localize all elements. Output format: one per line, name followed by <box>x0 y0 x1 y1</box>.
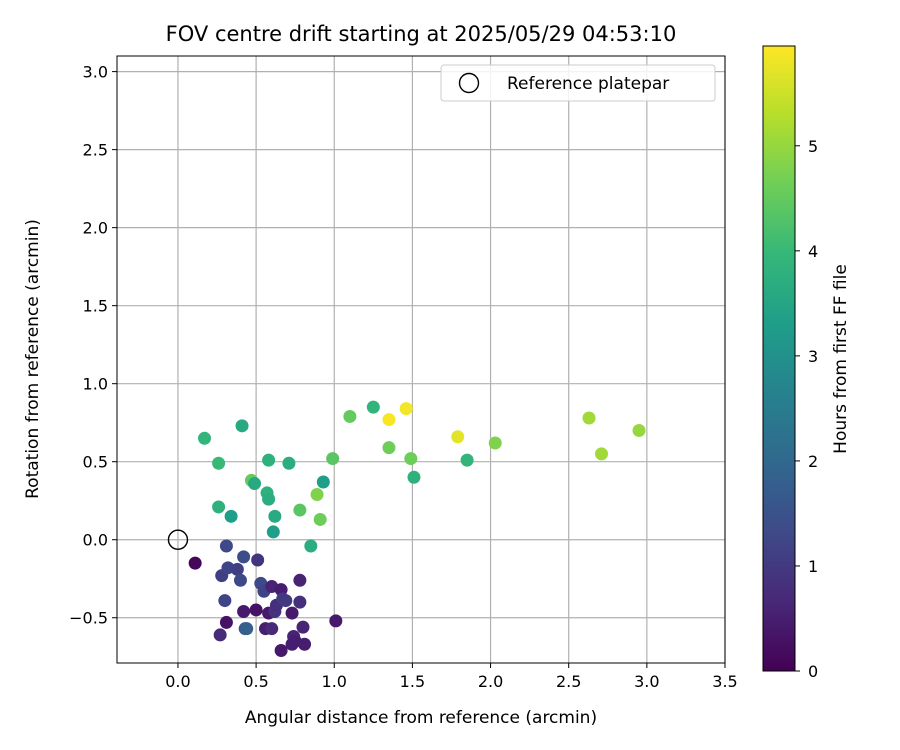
colorbar-gradient <box>762 45 796 672</box>
colorbar-tick-label: 1 <box>808 557 818 576</box>
data-point <box>237 550 251 564</box>
x-tick-label: 0.0 <box>165 672 190 691</box>
data-point <box>279 594 293 608</box>
data-point <box>293 573 307 587</box>
data-point <box>399 402 413 416</box>
data-point <box>382 441 396 455</box>
data-point <box>293 595 307 609</box>
grid-lines <box>117 56 726 663</box>
data-point <box>293 503 307 517</box>
colorbar: 0 1 2 3 4 5 Hours from first FF file <box>762 45 851 681</box>
data-point <box>407 470 421 484</box>
reference-platepar-marker <box>167 529 189 550</box>
data-point <box>240 622 254 636</box>
data-point <box>451 430 465 444</box>
data-point <box>224 509 238 523</box>
data-point <box>249 603 263 617</box>
data-point <box>329 614 343 628</box>
x-tick-label: 1.5 <box>400 672 425 691</box>
data-point <box>296 620 310 634</box>
colorbar-label: Hours from first FF file <box>831 264 851 454</box>
data-point <box>235 419 249 433</box>
plot-frame <box>116 55 726 664</box>
data-point <box>343 409 357 423</box>
y-axis-ticks: −0.5 0.0 0.5 1.0 1.5 2.0 2.5 3.0 <box>69 63 117 628</box>
data-point <box>262 453 276 467</box>
data-point <box>212 456 226 470</box>
data-point <box>233 573 247 587</box>
x-tick-label: 1.0 <box>322 672 347 691</box>
axes <box>116 55 726 664</box>
x-tick-label: 2.0 <box>478 672 503 691</box>
data-point <box>404 452 418 466</box>
y-tick-label: 3.0 <box>83 63 108 82</box>
data-point <box>313 512 327 526</box>
data-point <box>632 423 646 437</box>
data-point <box>268 509 282 523</box>
data-point <box>262 492 276 506</box>
legend-entry-reference-platepar: Reference platepar <box>507 74 669 94</box>
data-point <box>366 400 380 414</box>
data-point <box>310 487 324 501</box>
data-point <box>304 539 318 553</box>
data-point <box>219 539 233 553</box>
data-point <box>282 456 296 470</box>
y-axis-label: Rotation from reference (arcmin) <box>23 219 43 499</box>
data-point <box>326 452 340 466</box>
y-tick-label: 1.5 <box>83 297 108 316</box>
data-point <box>274 644 288 658</box>
legend-box <box>440 64 716 102</box>
colorbar-tick-label: 4 <box>808 242 818 261</box>
data-point <box>198 431 212 445</box>
data-point <box>285 606 299 620</box>
data-point <box>248 477 262 491</box>
data-point <box>230 562 244 576</box>
colorbar-tick-label: 0 <box>808 662 818 681</box>
data-point <box>266 525 280 539</box>
data-point <box>382 413 396 427</box>
colorbar-tick-label: 3 <box>808 347 818 366</box>
x-tick-label: 0.5 <box>243 672 268 691</box>
data-point <box>582 411 596 425</box>
data-point <box>488 436 502 450</box>
data-point <box>218 594 232 608</box>
data-point <box>237 605 251 619</box>
y-tick-label: 0.5 <box>83 453 108 472</box>
y-tick-label: 2.5 <box>83 141 108 160</box>
data-point <box>188 556 202 570</box>
y-tick-label: 0.0 <box>83 531 108 550</box>
chart-title: FOV centre drift starting at 2025/05/29 … <box>166 22 677 46</box>
legend-marker-reference <box>458 72 480 94</box>
y-tick-label: −0.5 <box>69 609 108 628</box>
data-point <box>460 453 474 467</box>
x-tick-label: 3.5 <box>712 672 737 691</box>
data-point <box>219 615 233 629</box>
data-point <box>265 622 279 636</box>
colorbar-tick-label: 5 <box>808 137 818 156</box>
data-point <box>298 637 312 651</box>
y-tick-label: 1.0 <box>83 375 108 394</box>
data-points <box>167 400 646 658</box>
x-tick-label: 3.0 <box>634 672 659 691</box>
legend: Reference platepar <box>440 64 716 102</box>
data-point <box>251 553 265 567</box>
data-point <box>213 628 227 642</box>
colorbar-ticks: 0 1 2 3 4 5 <box>795 137 818 681</box>
y-tick-label: 2.0 <box>83 219 108 238</box>
data-point <box>595 447 609 461</box>
data-point <box>212 500 226 514</box>
x-axis-label: Angular distance from reference (arcmin) <box>245 708 597 728</box>
data-point <box>316 475 330 489</box>
x-axis-ticks: 0.0 0.5 1.0 1.5 2.0 2.5 3.0 3.5 <box>165 663 738 691</box>
x-tick-label: 2.5 <box>556 672 581 691</box>
colorbar-tick-label: 2 <box>808 452 818 471</box>
